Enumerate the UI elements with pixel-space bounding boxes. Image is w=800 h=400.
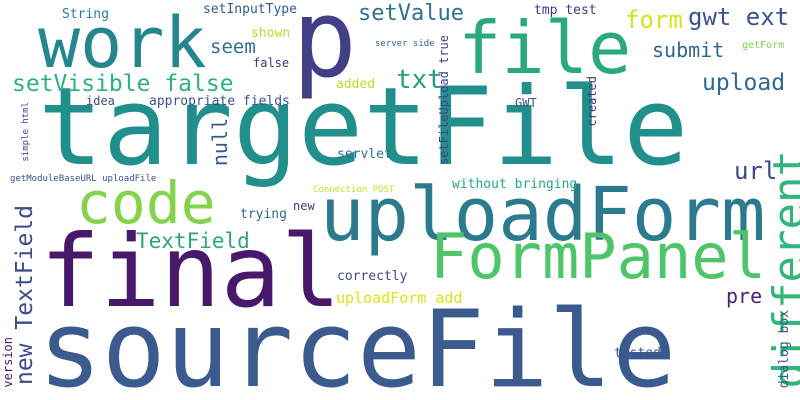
word-form: form	[625, 6, 683, 34]
word-servlet: servlet	[337, 147, 392, 162]
word-TextField: TextField	[136, 229, 250, 253]
word-uploadForm: uploadForm	[320, 172, 766, 258]
word-added: added	[336, 77, 376, 92]
word-getForm: getForm	[742, 40, 785, 51]
word-server-side: server side	[375, 39, 435, 49]
word-targetFile: targetFile	[38, 65, 689, 190]
word-without-bringing: without bringing	[452, 177, 578, 192]
word-new-TextField: new TextField	[12, 205, 38, 386]
word-correctly: correctly	[337, 269, 408, 284]
word-code: code	[76, 169, 216, 237]
word-shown: shown	[251, 26, 291, 41]
word-idea: idea	[86, 94, 115, 108]
word-tested: tested	[614, 346, 661, 361]
word-file: file	[458, 6, 632, 90]
word-created: created	[585, 76, 599, 127]
word-sourceFile: sourceFile	[38, 288, 677, 400]
word-uploadForm-add: uploadForm add	[336, 289, 463, 307]
word-gwt-ext: gwt ext	[688, 3, 790, 31]
word-submit: submit	[652, 38, 725, 62]
word-version: version	[1, 337, 15, 388]
word-setInputType: setInputType	[203, 2, 297, 17]
word-tmp-test: tmp test	[534, 3, 597, 18]
word-new: new	[293, 199, 315, 213]
word-url: url	[734, 157, 778, 185]
word-GWT: GWT	[515, 96, 537, 110]
word-appropriate-fields: appropriate fields	[149, 94, 290, 109]
word-pre: pre	[726, 284, 763, 308]
word-trying: trying	[240, 207, 287, 222]
word-setValue: setValue	[358, 1, 464, 26]
word-seem: seem	[210, 36, 256, 58]
word-setVisible-false: setVisible false	[12, 71, 234, 97]
word-Connection-POST: Connection POST	[313, 185, 395, 195]
word-work: work	[38, 2, 207, 84]
word-p: p	[292, 0, 358, 102]
word-upload: upload	[702, 70, 786, 96]
word-String: String	[62, 7, 109, 22]
word-false: false	[253, 56, 290, 70]
word-getModuleBaseURL-uploadFile: getModuleBaseURL uploadFile	[10, 174, 157, 184]
word-final: final	[40, 213, 342, 330]
word-null: null	[208, 118, 232, 167]
word-dialog-box: dialog box	[777, 310, 792, 389]
word-FormPanel: FormPanel	[430, 220, 766, 293]
word-txt: txt	[396, 65, 443, 95]
word-setFileUpload-true: setFileUpload true	[437, 35, 451, 166]
word-simple-html: simple html	[21, 102, 31, 162]
